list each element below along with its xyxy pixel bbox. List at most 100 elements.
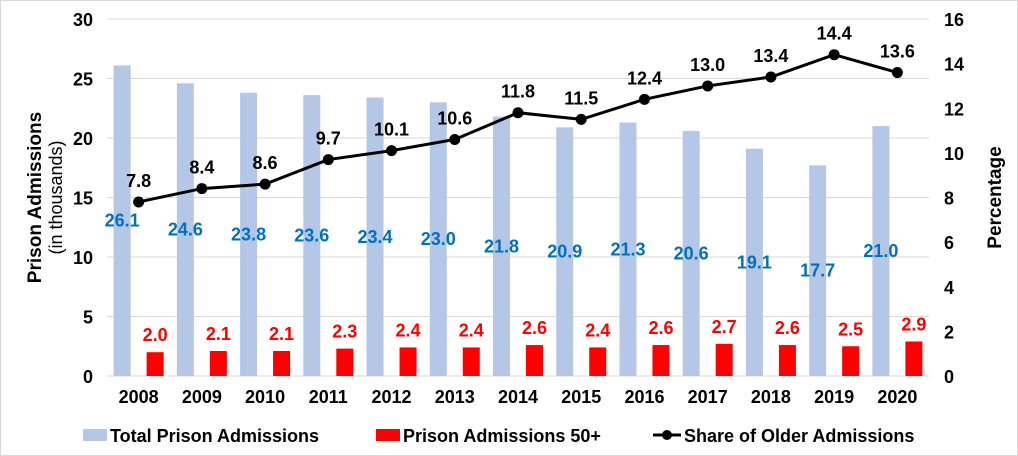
legend-swatch-total: [83, 429, 107, 441]
y-axis-sublabel: (in thousands): [46, 140, 66, 254]
point-share: [449, 133, 461, 145]
data-label-total: 23.4: [358, 227, 393, 247]
legend-label-total: Total Prison Admissions: [110, 426, 319, 446]
bar-older: [589, 347, 607, 376]
bar-total: [176, 83, 194, 376]
data-label-total: 17.7: [800, 261, 835, 281]
y-tick-label: 15: [73, 189, 93, 209]
bar-older: [209, 351, 227, 376]
y2-tick-label: 0: [944, 367, 954, 387]
data-label-older: 2.6: [775, 318, 800, 338]
y2-tick-label: 16: [944, 10, 964, 30]
x-tick-label: 2018: [751, 387, 791, 407]
bar-older: [715, 343, 733, 376]
y-axis-label: Prison Admissions: [25, 112, 46, 283]
bar-total: [493, 116, 510, 376]
data-label-older: 2.1: [269, 324, 294, 344]
data-label-share: 10.1: [374, 120, 409, 140]
data-label-older: 2.0: [143, 325, 168, 345]
data-label-older: 2.4: [585, 320, 610, 340]
x-tick-label: 2008: [119, 387, 159, 407]
y-tick-label: 25: [73, 70, 93, 90]
data-label-share: 11.5: [564, 88, 598, 108]
data-label-older: 2.6: [522, 318, 547, 338]
legend-label-older: Prison Admissions 50+: [403, 426, 601, 446]
data-label-older: 2.7: [712, 317, 737, 337]
data-label-total: 23.6: [294, 226, 329, 246]
data-label-share: 8.4: [189, 158, 214, 178]
bar-older: [399, 347, 417, 376]
data-label-share: 14.4: [817, 24, 852, 44]
data-label-total: 24.6: [168, 220, 203, 240]
bar-total: [682, 130, 700, 376]
point-share: [638, 93, 650, 105]
y-tick-label: 30: [73, 10, 93, 30]
point-share: [386, 145, 398, 157]
y2-tick-label: 6: [944, 233, 954, 253]
bar-total: [872, 126, 890, 376]
bar-older: [905, 341, 923, 376]
bar-total: [366, 97, 384, 376]
data-label-total: 23.0: [421, 229, 456, 249]
data-label-older: 2.3: [332, 322, 357, 342]
bar-older: [652, 345, 670, 376]
bar-total: [240, 92, 258, 376]
y2-axis-label: Percentage: [985, 146, 1006, 248]
y2-tick-label: 10: [944, 144, 964, 164]
bar-older: [842, 346, 860, 376]
y-tick-label: 0: [83, 367, 93, 387]
x-tick-label: 2020: [877, 387, 917, 407]
data-label-total: 19.1: [737, 252, 772, 272]
point-share: [322, 154, 334, 166]
bar-total: [429, 102, 447, 377]
bar-total: [809, 165, 827, 376]
point-share: [828, 49, 840, 61]
data-label-share: 13.0: [690, 55, 725, 75]
point-share: [196, 183, 208, 195]
bar-older: [778, 345, 796, 376]
x-tick-label: 2009: [182, 387, 222, 407]
y2-tick-label: 14: [944, 55, 964, 75]
bar-older: [526, 345, 543, 376]
y-tick-label: 5: [83, 308, 93, 328]
data-label-total: 26.1: [105, 211, 140, 231]
y2-tick-label: 2: [944, 322, 954, 342]
bar-older: [273, 351, 291, 376]
legend-marker-share: [662, 430, 672, 440]
y2-tick-label: 4: [944, 278, 954, 298]
y2-tick-label: 12: [944, 99, 964, 119]
bar-older: [146, 352, 164, 376]
bar-older: [336, 348, 354, 376]
x-tick-label: 2016: [624, 387, 664, 407]
data-label-total: 21.0: [863, 241, 898, 261]
point-share: [133, 196, 145, 208]
data-label-share: 13.6: [880, 42, 915, 62]
data-label-total: 21.3: [610, 239, 645, 259]
data-label-share: 8.6: [253, 153, 278, 173]
legend-swatch-older: [376, 429, 400, 441]
point-share: [512, 107, 524, 119]
point-share: [259, 178, 271, 190]
y-tick-label: 20: [73, 129, 93, 149]
data-label-share: 11.8: [501, 82, 535, 102]
x-tick-label: 2015: [561, 387, 601, 407]
data-label-older: 2.1: [206, 324, 231, 344]
bar-older: [462, 347, 480, 376]
bar-total: [619, 122, 637, 376]
data-label-total: 23.8: [231, 224, 266, 244]
x-tick-label: 2010: [245, 387, 285, 407]
data-label-total: 21.8: [484, 236, 519, 256]
x-tick-label: 2013: [435, 387, 475, 407]
data-label-older: 2.4: [459, 320, 484, 340]
data-label-older: 2.4: [396, 320, 421, 340]
data-label-older: 2.6: [648, 318, 673, 338]
data-label-total: 20.6: [674, 243, 709, 263]
x-tick-label: 2014: [498, 387, 538, 407]
bar-total: [745, 148, 763, 376]
data-label-share: 12.4: [627, 68, 662, 88]
x-tick-label: 2017: [688, 387, 728, 407]
y-tick-label: 10: [73, 248, 93, 268]
data-label-share: 9.7: [316, 129, 341, 149]
point-share: [765, 71, 777, 83]
